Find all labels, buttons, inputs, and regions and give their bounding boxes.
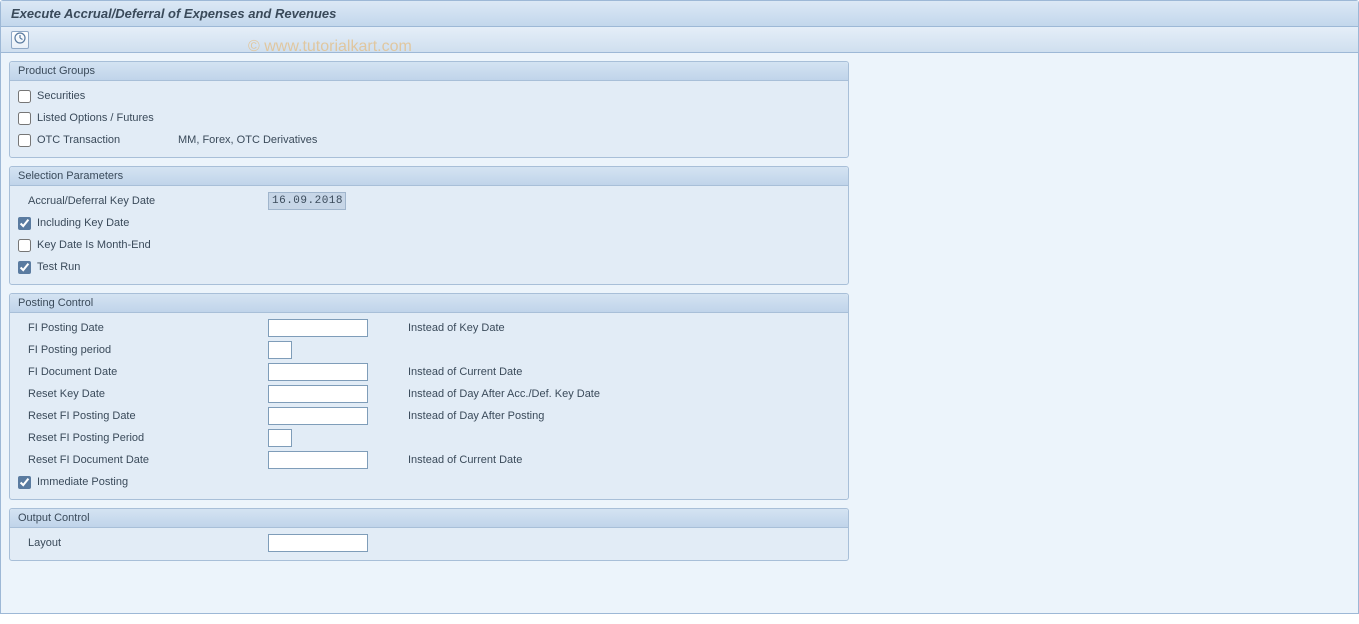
reset-fi-document-date-input[interactable]: [268, 451, 368, 469]
reset-fi-posting-period-input[interactable]: [268, 429, 292, 447]
selection-parameters-header: Selection Parameters: [10, 167, 848, 186]
listed-options-checkbox-wrap[interactable]: Listed Options / Futures: [18, 112, 154, 125]
fi-document-date-input[interactable]: [268, 363, 368, 381]
otc-label: OTC Transaction: [37, 134, 120, 146]
key-date-label: Accrual/Deferral Key Date: [18, 195, 268, 207]
posting-control-header: Posting Control: [10, 294, 848, 313]
page-title: Execute Accrual/Deferral of Expenses and…: [1, 1, 1358, 27]
month-end-wrap[interactable]: Key Date Is Month-End: [18, 239, 151, 252]
fi-posting-date-input[interactable]: [268, 319, 368, 337]
reset-key-date-hint: Instead of Day After Acc./Def. Key Date: [368, 388, 600, 400]
securities-checkbox-wrap[interactable]: Securities: [18, 90, 85, 103]
test-run-checkbox[interactable]: [18, 261, 31, 274]
fi-posting-period-input[interactable]: [268, 341, 292, 359]
test-run-label: Test Run: [37, 261, 80, 273]
month-end-label: Key Date Is Month-End: [37, 239, 151, 251]
reset-key-date-input[interactable]: [268, 385, 368, 403]
immediate-posting-wrap[interactable]: Immediate Posting: [18, 476, 128, 489]
fi-document-date-label: FI Document Date: [18, 366, 268, 378]
toolbar: [1, 27, 1358, 53]
output-control-header: Output Control: [10, 509, 848, 528]
fi-posting-date-hint: Instead of Key Date: [368, 322, 505, 334]
fi-posting-date-label: FI Posting Date: [18, 322, 268, 334]
product-groups-header: Product Groups: [10, 62, 848, 81]
main-window: Execute Accrual/Deferral of Expenses and…: [0, 0, 1359, 614]
output-control-group: Output Control Layout: [9, 508, 849, 561]
form-panel: Product Groups Securities Listed Options…: [9, 61, 849, 561]
content-area: Product Groups Securities Listed Options…: [1, 53, 1358, 613]
layout-input[interactable]: [268, 534, 368, 552]
securities-checkbox[interactable]: [18, 90, 31, 103]
including-key-date-checkbox[interactable]: [18, 217, 31, 230]
reset-fi-document-date-hint: Instead of Current Date: [368, 454, 522, 466]
reset-key-date-label: Reset Key Date: [18, 388, 268, 400]
reset-fi-posting-date-input[interactable]: [268, 407, 368, 425]
test-run-wrap[interactable]: Test Run: [18, 261, 80, 274]
fi-document-date-hint: Instead of Current Date: [368, 366, 522, 378]
month-end-checkbox[interactable]: [18, 239, 31, 252]
posting-control-group: Posting Control FI Posting Date Instead …: [9, 293, 849, 500]
immediate-posting-label: Immediate Posting: [37, 476, 128, 488]
securities-label: Securities: [37, 90, 85, 102]
reset-fi-posting-period-label: Reset FI Posting Period: [18, 432, 268, 444]
reset-fi-document-date-label: Reset FI Document Date: [18, 454, 268, 466]
including-key-date-wrap[interactable]: Including Key Date: [18, 217, 129, 230]
clock-icon: [14, 32, 26, 47]
reset-fi-posting-date-hint: Instead of Day After Posting: [368, 410, 544, 422]
fi-posting-period-label: FI Posting period: [18, 344, 268, 356]
including-key-date-label: Including Key Date: [37, 217, 129, 229]
selection-parameters-group: Selection Parameters Accrual/Deferral Ke…: [9, 166, 849, 285]
key-date-input[interactable]: [268, 192, 346, 210]
product-groups-group: Product Groups Securities Listed Options…: [9, 61, 849, 158]
reset-fi-posting-date-label: Reset FI Posting Date: [18, 410, 268, 422]
listed-options-checkbox[interactable]: [18, 112, 31, 125]
execute-button[interactable]: [11, 31, 29, 49]
otc-checkbox[interactable]: [18, 134, 31, 147]
immediate-posting-checkbox[interactable]: [18, 476, 31, 489]
layout-label: Layout: [18, 537, 268, 549]
otc-hint: MM, Forex, OTC Derivatives: [158, 134, 317, 146]
listed-options-label: Listed Options / Futures: [37, 112, 154, 124]
otc-checkbox-wrap[interactable]: OTC Transaction: [18, 134, 158, 147]
